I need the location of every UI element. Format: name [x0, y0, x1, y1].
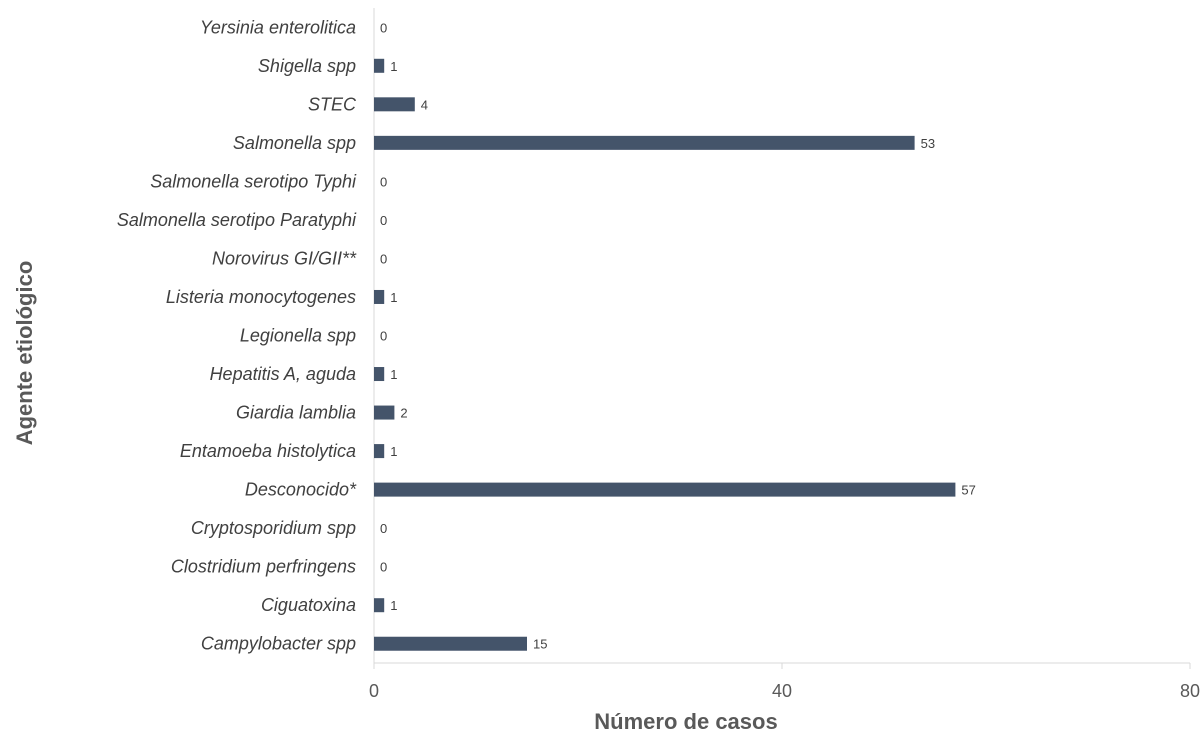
- data-label-hepatitis-a-aguda: 1: [390, 367, 397, 382]
- bar-desconocido: [374, 482, 956, 497]
- bar-salmonella-spp: [374, 135, 915, 150]
- x-tick-label-80: 80: [1180, 681, 1200, 701]
- data-label-salmonella-serotipo-paratyphi: 0: [380, 213, 387, 228]
- data-label-stec: 4: [421, 97, 428, 112]
- category-label-legionella-spp: Legionella spp: [240, 326, 356, 346]
- data-label-legionella-spp: 0: [380, 329, 387, 344]
- data-label-campylobacter-spp: 15: [533, 637, 547, 652]
- category-label-entamoeba-histolytica: Entamoeba histolytica: [180, 441, 356, 461]
- category-label-salmonella-spp: Salmonella spp: [233, 133, 356, 153]
- category-label-yersinia-enterolitica: Yersinia enterolitica: [200, 17, 356, 37]
- data-label-salmonella-spp: 53: [921, 136, 935, 151]
- bar-shigella-spp: [374, 58, 385, 73]
- data-label-listeria-monocytogenes: 1: [390, 290, 397, 305]
- data-label-ciguatoxina: 1: [390, 598, 397, 613]
- data-label-salmonella-serotipo-typhi: 0: [380, 174, 387, 189]
- category-label-norovirus-gi-gii: Norovirus GI/GII**: [212, 248, 357, 268]
- category-label-salmonella-serotipo-typhi: Salmonella serotipo Typhi: [150, 171, 357, 191]
- x-tick-label-0: 0: [369, 681, 379, 701]
- category-label-shigella-spp: Shigella spp: [258, 56, 356, 76]
- data-label-shigella-spp: 1: [390, 59, 397, 74]
- category-label-cryptosporidium-spp: Cryptosporidium spp: [191, 518, 356, 538]
- data-label-norovirus-gi-gii: 0: [380, 251, 387, 266]
- category-label-hepatitis-a-aguda: Hepatitis A, aguda: [210, 364, 356, 384]
- category-label-clostridium-perfringens: Clostridium perfringens: [171, 557, 356, 577]
- data-label-desconocido: 57: [961, 483, 975, 498]
- x-axis-title: Número de casos: [594, 709, 777, 734]
- category-label-desconocido: Desconocido*: [245, 480, 357, 500]
- category-label-stec: STEC: [308, 94, 357, 114]
- bar-hepatitis-a-aguda: [374, 367, 385, 382]
- x-tick-label-40: 40: [772, 681, 792, 701]
- y-axis-title: Agente etiológico: [12, 261, 37, 446]
- data-label-giardia-lamblia: 2: [400, 406, 407, 421]
- data-label-cryptosporidium-spp: 0: [380, 521, 387, 536]
- category-label-listeria-monocytogenes: Listeria monocytogenes: [166, 287, 356, 307]
- data-label-entamoeba-histolytica: 1: [390, 444, 397, 459]
- bar-listeria-monocytogenes: [374, 289, 385, 304]
- category-label-campylobacter-spp: Campylobacter spp: [201, 634, 356, 654]
- category-label-ciguatoxina: Ciguatoxina: [261, 595, 356, 615]
- bar-giardia-lamblia: [374, 405, 395, 420]
- data-label-clostridium-perfringens: 0: [380, 560, 387, 575]
- category-label-giardia-lamblia: Giardia lamblia: [236, 403, 356, 423]
- category-label-salmonella-serotipo-paratyphi: Salmonella serotipo Paratyphi: [117, 210, 357, 230]
- data-label-yersinia-enterolitica: 0: [380, 20, 387, 35]
- bar-stec: [374, 97, 415, 112]
- bar-entamoeba-histolytica: [374, 444, 385, 459]
- bar-ciguatoxina: [374, 598, 385, 613]
- bar-campylobacter-spp: [374, 636, 527, 651]
